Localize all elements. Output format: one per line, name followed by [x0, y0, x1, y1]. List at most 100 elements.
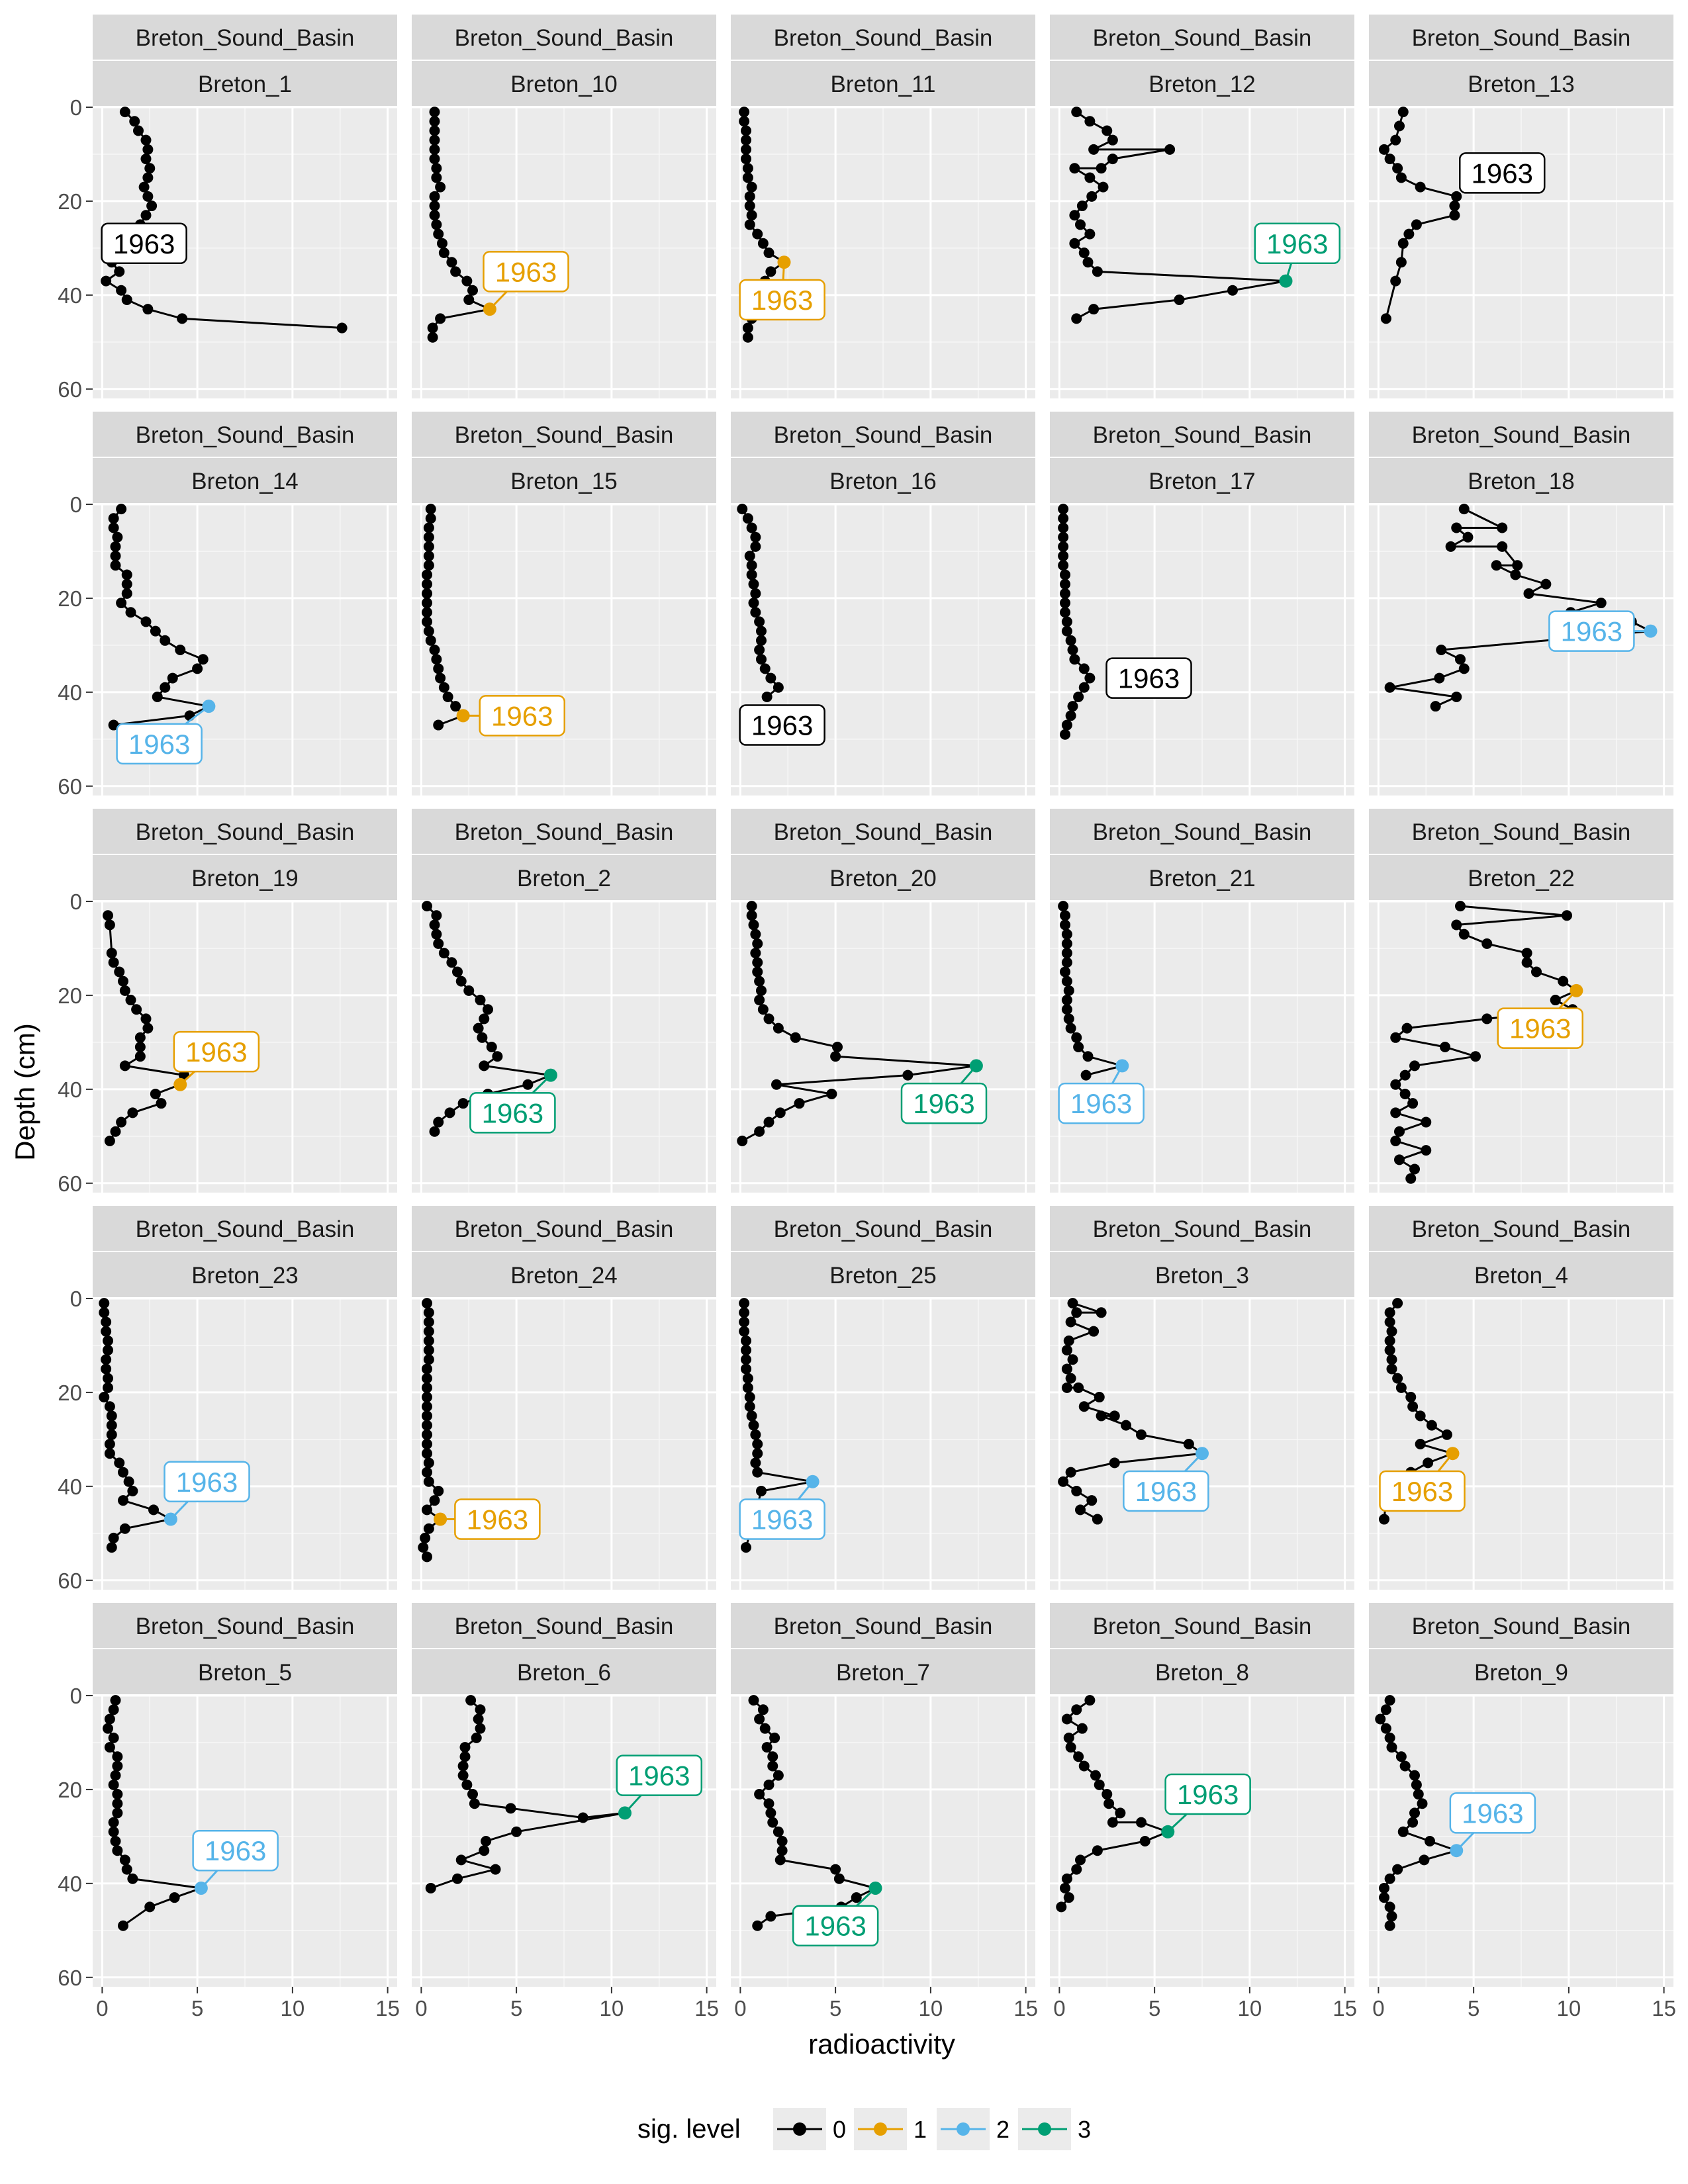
data-point	[422, 1439, 432, 1449]
panel-breton-25: Breton_Sound_Basin Breton_25 1963	[731, 1206, 1035, 1590]
data-point	[110, 560, 121, 571]
data-point	[1065, 1316, 1076, 1328]
strip-core-label: Breton_24	[510, 1263, 618, 1289]
marker-point-1963	[777, 255, 791, 269]
data-point	[754, 1126, 765, 1137]
data-point	[577, 1812, 588, 1823]
data-point	[452, 1873, 463, 1884]
marker-point-1963	[1450, 1844, 1464, 1858]
data-point	[457, 1098, 469, 1109]
data-point	[1071, 1704, 1082, 1715]
panel-breton-4: Breton_Sound_Basin Breton_4 1963	[1369, 1206, 1673, 1590]
data-point	[114, 966, 125, 978]
data-point	[737, 1135, 748, 1146]
data-point	[750, 1457, 761, 1469]
data-point	[1107, 1817, 1118, 1828]
data-point	[110, 1126, 121, 1137]
data-point	[742, 172, 753, 183]
strip-core-bg	[731, 855, 1035, 900]
strip-core-label: Breton_4	[1474, 1263, 1568, 1289]
x-tick-label: 0	[1372, 1996, 1384, 2021]
strip-group-label: Breton_Sound_Basin	[1093, 25, 1312, 51]
strip-group-label: Breton_Sound_Basin	[774, 819, 993, 845]
strip-core-label: Breton_13	[1468, 71, 1575, 97]
strip-group-label: Breton_Sound_Basin	[1412, 1216, 1631, 1242]
data-point	[1407, 1098, 1419, 1109]
legend-key-label: 3	[1078, 2116, 1091, 2143]
strip-group-label: Breton_Sound_Basin	[136, 819, 355, 845]
data-point	[418, 1542, 429, 1553]
data-point	[167, 672, 178, 684]
data-point	[1405, 1392, 1417, 1403]
panel-breton-3: Breton_Sound_Basin Breton_3 1963	[1050, 1206, 1354, 1590]
data-point	[422, 598, 432, 609]
data-point	[763, 1116, 774, 1128]
panel-breton-21: Breton_Sound_Basin Breton_21 1963	[1050, 809, 1354, 1193]
data-point	[1395, 1751, 1407, 1762]
data-point	[121, 588, 132, 599]
data-point	[422, 1363, 432, 1375]
strip-core-bg	[93, 61, 397, 106]
data-point	[1073, 1751, 1084, 1762]
data-point	[435, 672, 446, 684]
x-tick-label: 5	[191, 1996, 203, 2021]
data-point	[1440, 1042, 1450, 1052]
y-tick-label: 20	[58, 1381, 82, 1405]
strip-group-bg	[93, 1206, 397, 1251]
data-point	[1061, 976, 1072, 987]
panel-breton-9: Breton_Sound_Basin Breton_9 0 5 10 15 1963	[1369, 1603, 1676, 2021]
data-point	[1384, 1695, 1395, 1706]
y-tick-label: 0	[70, 95, 82, 120]
strip-core-label: Breton_10	[510, 71, 618, 97]
x-tick-label: 0	[734, 1996, 746, 2021]
y-tick-label: 20	[58, 586, 82, 611]
data-point	[1061, 1382, 1072, 1393]
data-point	[759, 1723, 771, 1734]
data-point	[134, 1032, 146, 1043]
legend-key-point	[793, 2122, 806, 2136]
x-tick-label: 15	[1652, 1996, 1676, 2021]
data-point	[423, 531, 434, 543]
year-label-box	[616, 1754, 702, 1796]
year-label-box	[900, 1082, 988, 1124]
data-point	[133, 125, 144, 136]
data-point	[1060, 729, 1070, 740]
data-point	[433, 938, 444, 949]
data-point	[737, 504, 748, 515]
year-label-text: 1963	[628, 1760, 690, 1792]
year-label-text: 1963	[1135, 1476, 1197, 1507]
data-point	[1183, 1439, 1194, 1449]
strip-core-label: Breton_7	[836, 1660, 930, 1686]
data-point	[1069, 163, 1080, 174]
data-point	[1065, 1023, 1076, 1034]
marker-point-1963	[456, 709, 470, 723]
strip-group-label: Breton_Sound_Basin	[1412, 819, 1631, 845]
marker-point-1963	[618, 1806, 632, 1820]
year-label-box	[116, 723, 203, 765]
data-point	[1415, 181, 1426, 193]
data-point	[423, 541, 434, 552]
strip-core-bg	[1050, 458, 1354, 503]
data-point	[116, 504, 127, 515]
data-point	[1392, 1864, 1403, 1875]
data-point	[457, 1770, 469, 1781]
data-point	[119, 985, 130, 996]
data-point	[127, 1485, 138, 1496]
data-point	[431, 654, 442, 665]
y-tick-label: 60	[58, 774, 82, 799]
data-point	[112, 1807, 123, 1819]
data-point	[1061, 625, 1072, 637]
data-point	[1088, 304, 1100, 315]
y-tick-label: 60	[58, 377, 82, 402]
strip-core-bg	[731, 1649, 1035, 1694]
data-point	[108, 719, 119, 731]
strip-core-bg	[412, 1649, 716, 1694]
strip-group-label: Breton_Sound_Basin	[1412, 422, 1631, 448]
data-point	[1063, 1892, 1074, 1903]
panel-breton-8: Breton_Sound_Basin Breton_8 0 5 10 15 1963	[1050, 1603, 1357, 2021]
data-point	[106, 948, 117, 959]
data-point	[1061, 616, 1072, 627]
data-point	[1409, 1770, 1420, 1781]
data-point	[1080, 1069, 1092, 1081]
data-point	[463, 985, 475, 996]
